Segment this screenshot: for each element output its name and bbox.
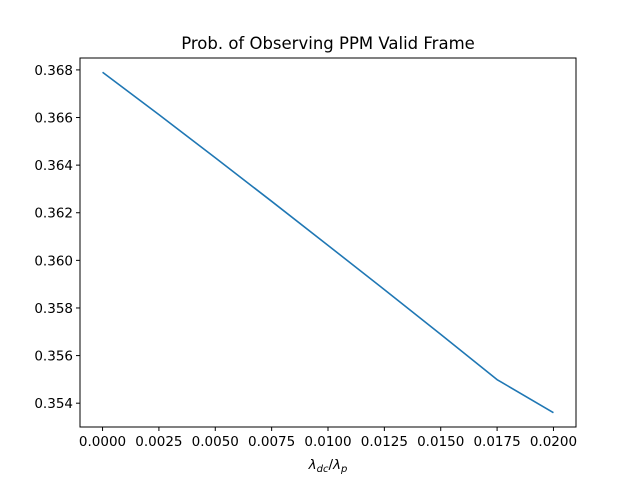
- x-tick-label: 0.0150: [417, 434, 464, 450]
- x-tick-label: 0.0125: [361, 434, 408, 450]
- y-tick-label: 0.360: [34, 253, 73, 269]
- x-axis: 0.0000 0.0025 0.0050 0.0075 0.0100 0.0125 0.01…: [79, 427, 577, 450]
- y-tick-label: 0.356: [34, 349, 73, 365]
- x-tick-label: 0.0075: [248, 434, 295, 450]
- y-tick-label: 0.358: [34, 301, 73, 317]
- x-tick-label: 0.0025: [135, 434, 182, 450]
- x-label-lambda-1: λ: [308, 457, 317, 473]
- x-tick-label: 0.0000: [79, 434, 126, 450]
- chart-title: Prob. of Observing PPM Valid Frame: [181, 34, 475, 53]
- x-tick-label: 0.0175: [473, 434, 520, 450]
- x-tick-label: 0.0100: [304, 434, 351, 450]
- x-label-subscript-1: dc: [317, 464, 329, 475]
- x-label-subscript-2: p: [340, 464, 347, 475]
- y-axis: 0.354 0.356 0.358 0.360 0.362 0.364 0.366 0.368: [34, 63, 80, 412]
- y-tick-label: 0.354: [34, 396, 73, 412]
- x-label-lambda-2: λ: [332, 457, 341, 473]
- y-tick-label: 0.368: [34, 63, 73, 79]
- y-tick-label: 0.364: [34, 158, 73, 174]
- x-tick-label: 0.0200: [530, 434, 577, 450]
- y-tick-label: 0.362: [34, 206, 73, 222]
- plot-area: [102, 71, 554, 414]
- x-axis-label: λdc/λp: [308, 457, 348, 475]
- y-tick-label: 0.366: [34, 111, 73, 127]
- series-line: [102, 71, 554, 414]
- x-tick-label: 0.0050: [192, 434, 239, 450]
- x-label-slash: /: [328, 457, 333, 473]
